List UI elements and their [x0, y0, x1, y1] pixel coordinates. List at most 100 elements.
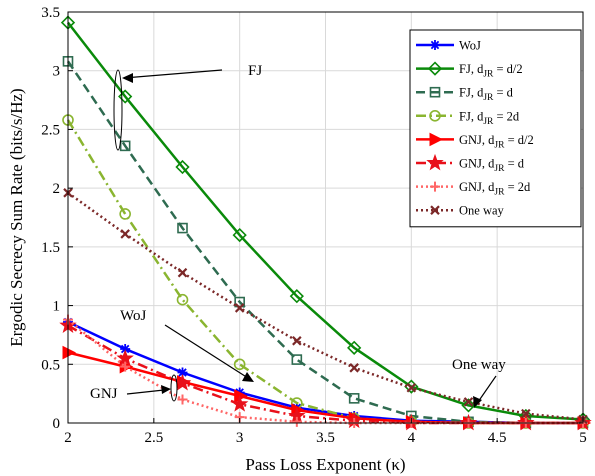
y-tick-label: 3.5 — [41, 5, 60, 21]
data-marker — [119, 140, 131, 152]
legend-label-main: GNJ, d — [459, 133, 495, 147]
gnj-arrow — [126, 389, 165, 395]
legend-label-subscript: JR — [483, 117, 494, 127]
legend-item-4: GNJ, dJR = d/2 — [416, 132, 534, 151]
legend-label-suffix: = 2d — [504, 180, 531, 194]
annotation-gnj: GNJ — [90, 386, 118, 402]
x-tick-label: 2 — [64, 430, 72, 446]
legend-label-main: FJ, d — [459, 62, 484, 76]
data-marker — [430, 181, 440, 192]
data-marker — [177, 367, 188, 378]
gnj-group-ellipse — [170, 374, 178, 402]
legend-label-subscript: JR — [494, 188, 505, 198]
legend-label-suffix: = d — [504, 157, 524, 171]
legend-label-suffix: = d — [493, 86, 513, 100]
data-marker — [349, 363, 359, 373]
legend-label-suffix: = 2d — [493, 109, 520, 123]
legend-label-main: GNJ, d — [459, 180, 495, 194]
legend-label-main: FJ, d — [459, 109, 484, 123]
data-marker — [427, 61, 443, 76]
x-axis-label: Pass Loss Exponent (κ) — [245, 455, 405, 474]
legend-label: GNJ, dJR = d — [459, 157, 525, 175]
data-marker — [230, 395, 249, 412]
data-marker — [406, 382, 417, 393]
x-tick-label: 3 — [236, 430, 244, 446]
legend-item-6: GNJ, dJR = 2d — [416, 180, 531, 198]
data-marker — [176, 293, 189, 306]
y-tick-label: 1.5 — [41, 240, 60, 256]
data-marker — [463, 397, 474, 407]
legend-label-main: FJ, d — [459, 86, 484, 100]
legend-label: GNJ, dJR = d/2 — [459, 133, 534, 151]
y-tick-label: 3 — [53, 64, 61, 80]
data-marker — [177, 267, 188, 278]
series-line — [67, 21, 584, 421]
data-marker — [233, 358, 246, 371]
x-tick-label: 4.5 — [488, 430, 507, 446]
data-marker — [429, 132, 444, 147]
legend-label-subscript: JR — [483, 93, 494, 103]
legend-item-3: FJ, dJR = 2d — [416, 109, 520, 127]
data-marker — [118, 89, 133, 104]
legend-item-2: FJ, dJR = d — [416, 86, 514, 104]
annotation-fj: FJ — [248, 63, 262, 79]
legend-label: FJ, dJR = d/2 — [459, 62, 523, 80]
data-marker — [120, 361, 131, 372]
data-marker — [291, 416, 302, 427]
legend-box — [409, 29, 582, 228]
series-1 — [60, 15, 591, 427]
legend-item-5: GNJ, dJR = d — [416, 153, 525, 175]
legend-label-main: GNJ, d — [459, 157, 495, 171]
legend-label-main: One way — [459, 204, 505, 218]
annotation-woj: WoJ — [120, 308, 146, 324]
legend-label-suffix: = d/2 — [504, 133, 533, 147]
y-axis-label: Ergodic Secrecy Sum Rate (bits/s/Hz) — [7, 88, 26, 346]
fj-group-ellipse — [113, 69, 123, 151]
legend-label: FJ, dJR = d — [459, 86, 514, 104]
annotation-one-way: One way — [452, 357, 506, 373]
x-tick-label: 5 — [579, 430, 587, 446]
axes: 2 2.5 3 3.5 4 4.5 5 0 0.5 1 1.5 2 2.5 3 3.5 — [41, 5, 587, 446]
data-marker — [289, 289, 304, 304]
data-marker — [347, 340, 362, 355]
legend-label: GNJ, dJR = 2d — [459, 180, 531, 198]
data-marker — [426, 153, 444, 171]
legend-label-suffix: = d/2 — [493, 62, 522, 76]
data-marker — [429, 110, 441, 122]
data-marker — [119, 208, 131, 220]
data-marker — [348, 393, 360, 404]
legend-label-subscript: JR — [494, 140, 505, 150]
annotations: FJ WoJ GNJ One way — [90, 63, 506, 408]
series-line — [67, 191, 584, 421]
series-7 — [63, 188, 588, 425]
fj-arrow — [123, 69, 223, 79]
plot-frame — [67, 11, 584, 424]
series-line — [66, 119, 583, 425]
data-marker — [291, 354, 303, 365]
legend-label-subscript: JR — [483, 70, 494, 80]
data-marker — [120, 229, 130, 239]
data-marker — [62, 345, 77, 360]
legend-label-main: WoJ — [459, 39, 481, 53]
fj-arrowhead — [122, 73, 133, 83]
data-marker — [429, 86, 441, 98]
y-tick-label: 0.5 — [41, 357, 60, 373]
one-way-arrowhead — [473, 396, 482, 408]
legend-label: WoJ — [459, 39, 481, 53]
data-marker — [234, 303, 245, 313]
woj-arrowhead — [242, 372, 254, 382]
x-tick-label: 3.5 — [316, 430, 335, 446]
data-marker — [177, 222, 188, 234]
data-marker — [430, 205, 440, 215]
legend-item-1: FJ, dJR = d/2 — [416, 61, 523, 80]
gnj-arrowhead — [161, 385, 171, 394]
x-tick-label: 2.5 — [144, 430, 163, 446]
y-tick-label: 1 — [53, 299, 61, 315]
data-marker — [175, 159, 190, 175]
x-tick-label: 4 — [408, 430, 416, 446]
data-marker — [232, 227, 247, 243]
data-marker — [177, 394, 188, 405]
data-marker — [461, 398, 476, 413]
